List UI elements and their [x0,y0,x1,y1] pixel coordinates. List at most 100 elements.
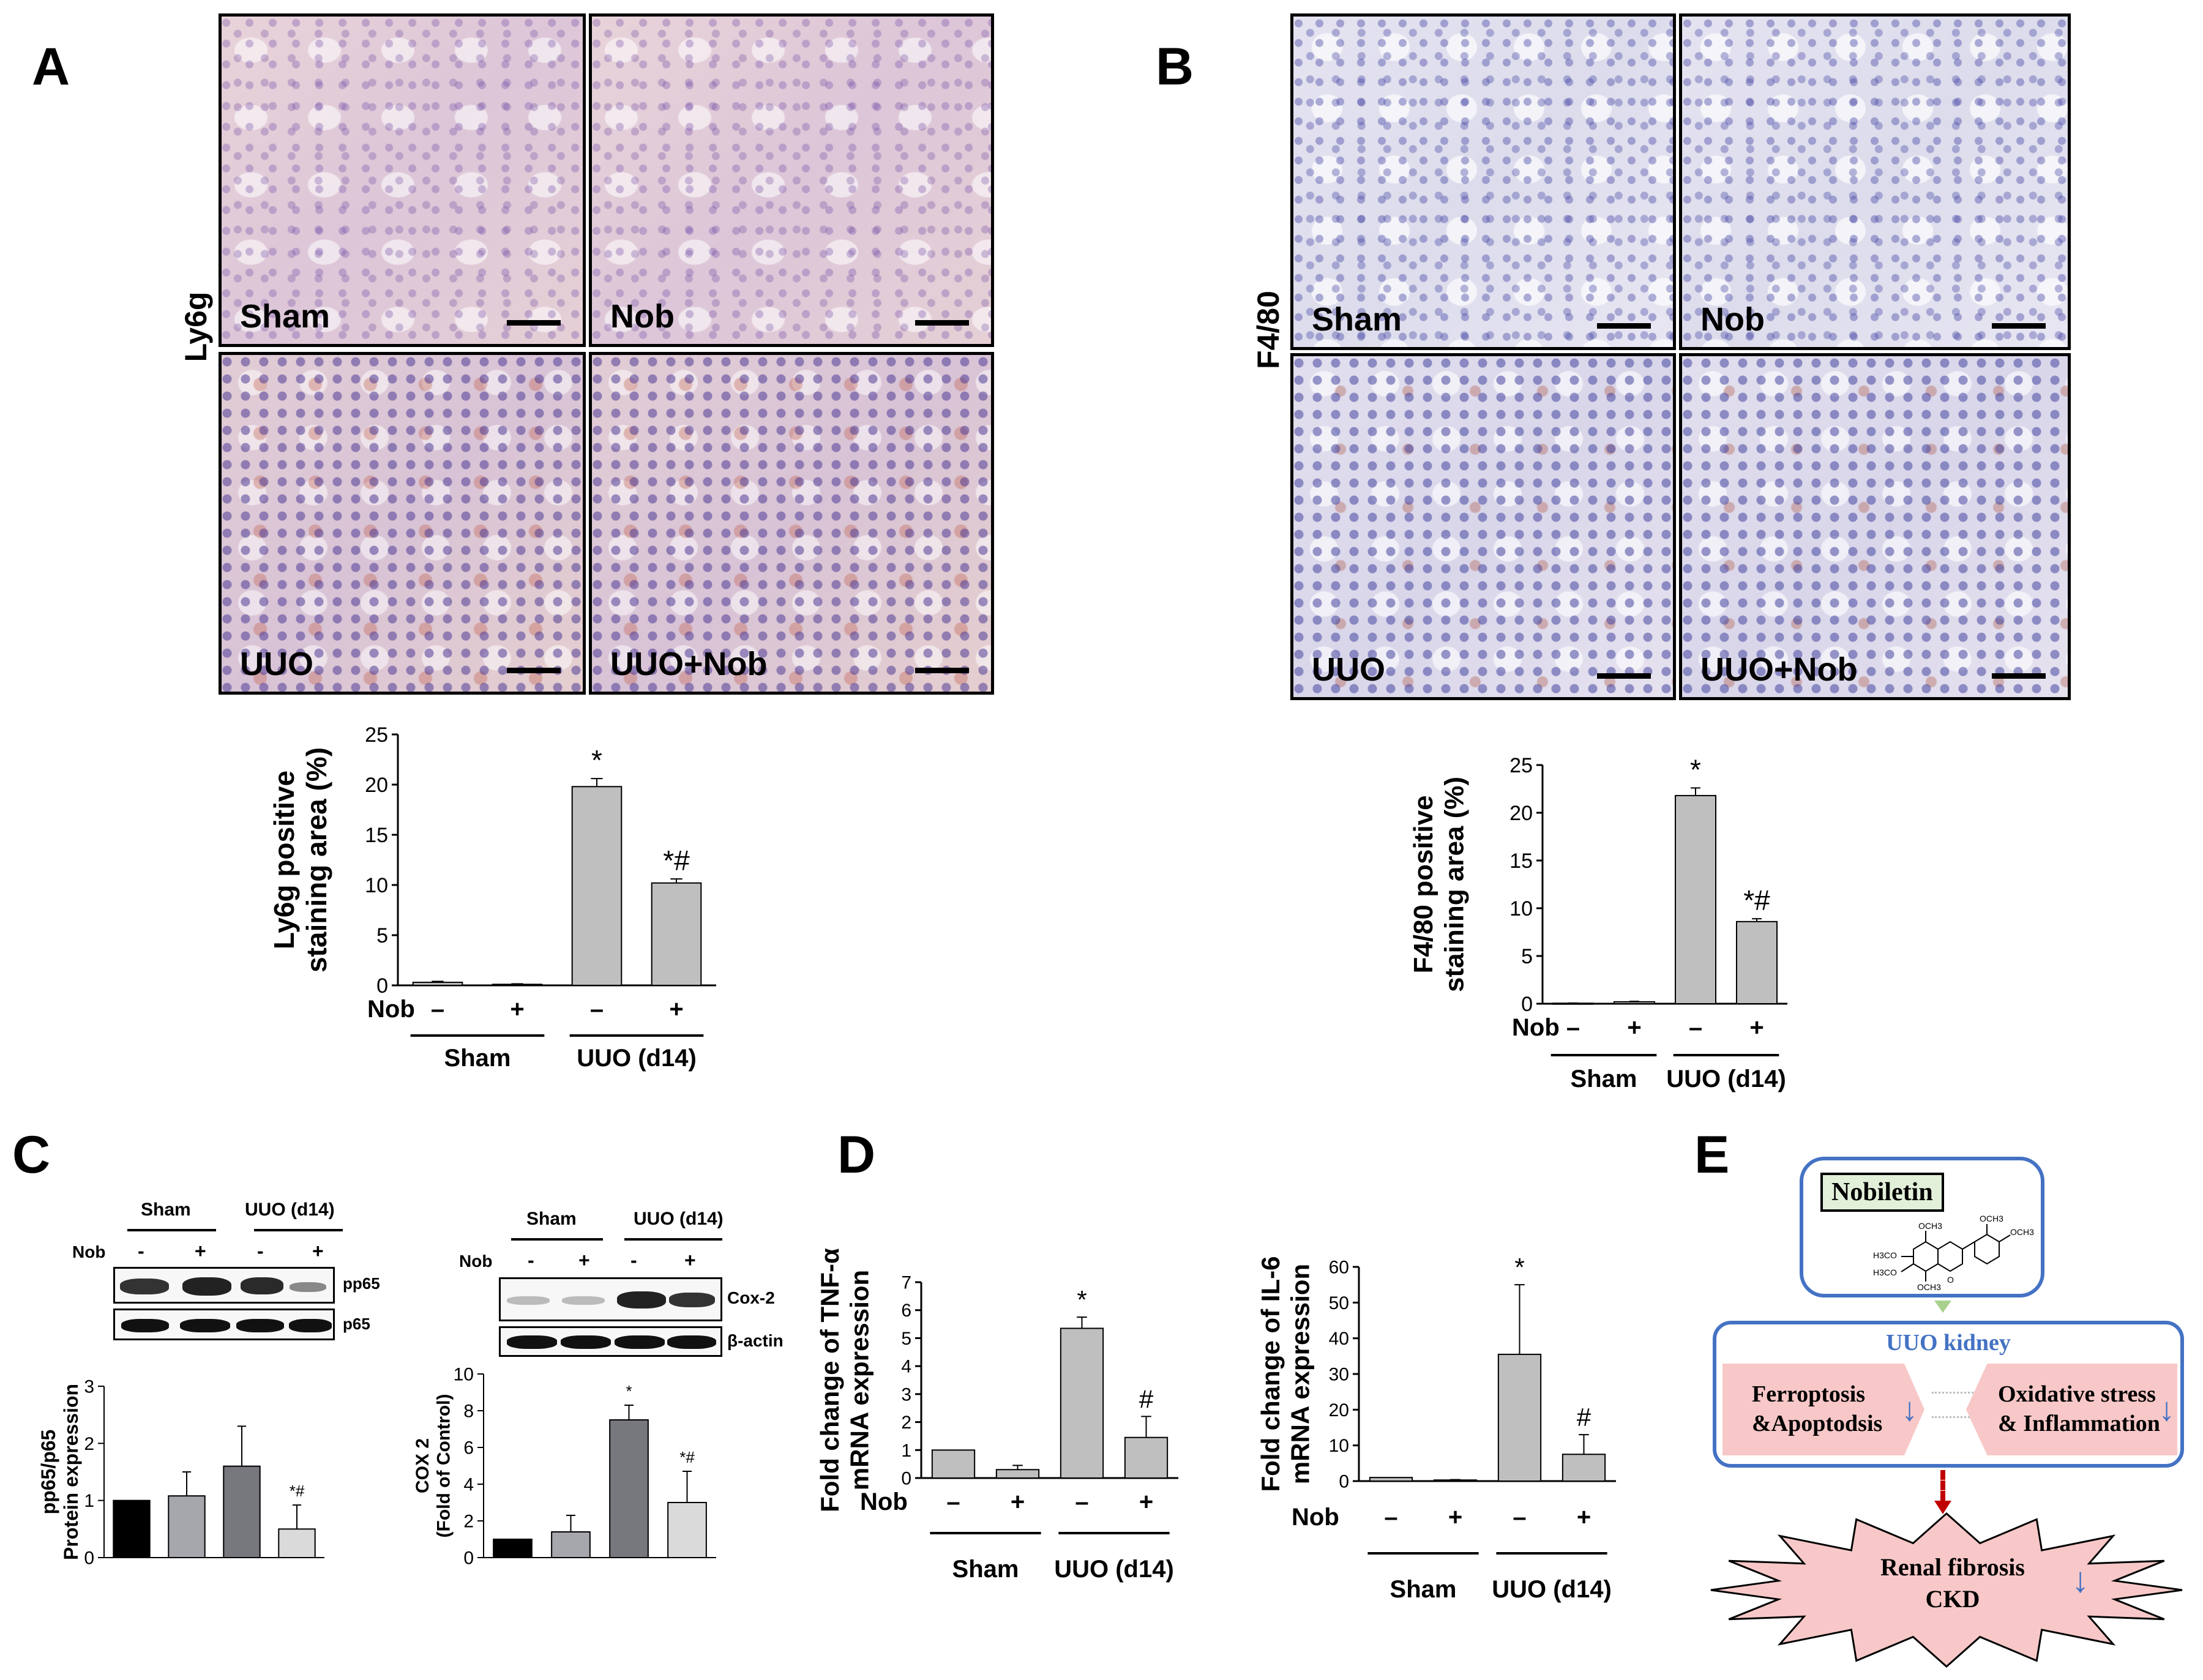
chart-d-il6: 0 10 20 30 40 50 60 * # Fold change of IL-6 mRNA e… [1256,1253,1616,1603]
y-tick-label: 20 [1509,802,1533,825]
micrograph-label: UUO [1312,651,1385,688]
y-tick-label: 25 [365,723,388,747]
y-axis-label: staining area (%) [301,747,332,973]
significance-label: * [1690,753,1701,785]
outcome-ckd: CKD [1925,1585,1980,1613]
significance-label: # [1577,1403,1591,1432]
nob-sign: – [1384,1504,1397,1531]
micrograph-a-uuo: UUO [219,352,586,695]
nob-sign: + [684,1249,696,1271]
group-label: Sham [1571,1066,1637,1092]
bar [1675,794,1716,1004]
bar [493,1539,533,1558]
scale-bar [1597,323,1651,329]
bar [1124,1436,1169,1479]
y-axis-label: COX 2 [413,1438,433,1493]
ferroptosis-box [1722,1364,1924,1455]
y-axis-label: Fold change of IL-6 [1256,1256,1285,1492]
significance-label: * [626,1382,632,1400]
micrograph-b-sham: Sham [1290,13,1676,350]
y-tick-label: 20 [1329,1400,1349,1421]
group-label: UUO (d14) [1492,1576,1612,1603]
y-tick-label: 0 [1339,1472,1349,1492]
y-tick-label: 0 [1521,993,1533,1016]
chem-label: H3CO [1873,1250,1897,1260]
nob-sign: + [1577,1504,1591,1531]
blot-group-uuo: UUO (d14) [245,1200,335,1220]
group-label: Sham [952,1556,1019,1583]
bar [651,882,702,986]
group-label: UUO (d14) [1666,1066,1786,1092]
chem-label: OCH3 [2010,1227,2034,1237]
bar [609,1419,649,1558]
nob-label: Nob [1292,1504,1339,1531]
micrograph-b-nob: Nob [1679,13,2071,350]
y-tick-label: 6 [901,1301,911,1321]
uuo-kidney-title: UUO kidney [1886,1330,2011,1356]
nob-sign: + [510,996,524,1023]
micrograph-b-uuo-nob: UUO+Nob [1679,353,2071,700]
chem-label: H3CO [1873,1267,1897,1277]
oxidative-line: Oxidative stress [1998,1381,2156,1407]
group-label: Sham [1390,1576,1457,1603]
scale-bar [915,668,969,673]
panel-label-d: D [837,1126,876,1184]
nob-sign: + [1749,1014,1764,1041]
micrograph-a-nob: Nob [589,13,994,347]
y-tick-label: 5 [901,1329,911,1349]
group-label: UUO (d14) [1054,1556,1174,1583]
micrograph-label: UUO+Nob [1700,651,1858,688]
chart-d-tnf: 0 1 2 3 4 5 6 7 * # Fold change of TNF-α mRNA expre… [815,1248,1178,1583]
micrograph-b-uuo: UUO [1290,353,1676,700]
blot-strip-p65 [113,1309,335,1340]
chem-label: OCH3 [1918,1221,1942,1231]
chem-label: OCH3 [1980,1214,2003,1223]
significance-label: *# [679,1448,695,1466]
ferroptosis-text: Ferroptosis &Apoptodsis [1752,1379,1882,1438]
renal-fibrosis-burst [1710,1512,2183,1668]
scale-bar [507,320,561,326]
band-label-pp65: pp65 [343,1274,380,1293]
nob-sign: - [138,1240,144,1262]
y-tick-label: 25 [1509,754,1533,777]
panel-label-c: C [12,1126,51,1184]
down-arrow-icon [1934,1301,1951,1313]
nob-sign: – [946,1488,960,1515]
nob-sign: – [431,996,444,1023]
bar [667,1502,707,1558]
micrograph-label: Sham [240,298,331,335]
blot-strip-cox2 [499,1277,722,1321]
apoptosis-line: &Apoptodsis [1752,1411,1883,1436]
y-tick-label: 2 [84,1434,94,1454]
panel-a-stain-label: Ly6g [179,291,213,362]
scale-bar [1992,673,2046,679]
decrease-arrow-icon: ↓ [1901,1391,1918,1428]
y-tick-label: 10 [365,874,388,897]
y-tick-label: 2 [901,1413,911,1433]
y-tick-label: 0 [463,1548,474,1569]
significance-label: *# [663,845,690,876]
bar [168,1495,206,1558]
y-axis-label: mRNA expression [1285,1264,1314,1484]
significance-label: *# [1743,884,1770,916]
nob-sign: – [1075,1488,1088,1515]
panel-label-b: B [1156,37,1194,96]
y-axis-label: (Fold of Control) [434,1394,454,1538]
y-axis-label: mRNA expression [845,1270,873,1490]
band-label-cox2: Cox-2 [727,1288,775,1307]
nob-label: Nob [1512,1014,1560,1041]
micrograph-label: UUO [240,646,313,682]
y-tick-label: 10 [454,1365,474,1385]
y-tick-label: 20 [365,774,388,797]
bar [278,1528,316,1559]
bar [931,1449,976,1479]
bar [1060,1327,1104,1479]
dashed-arrow-shaft [1940,1470,1945,1501]
significance-label: * [591,744,602,776]
chem-label: OCH3 [1917,1282,1941,1292]
y-axis-label: staining area (%) [1440,777,1470,992]
band-label-p65: p65 [343,1315,370,1333]
decrease-arrow-icon: ↓ [2071,1560,2089,1600]
group-line [511,1238,603,1241]
bar [492,984,543,986]
